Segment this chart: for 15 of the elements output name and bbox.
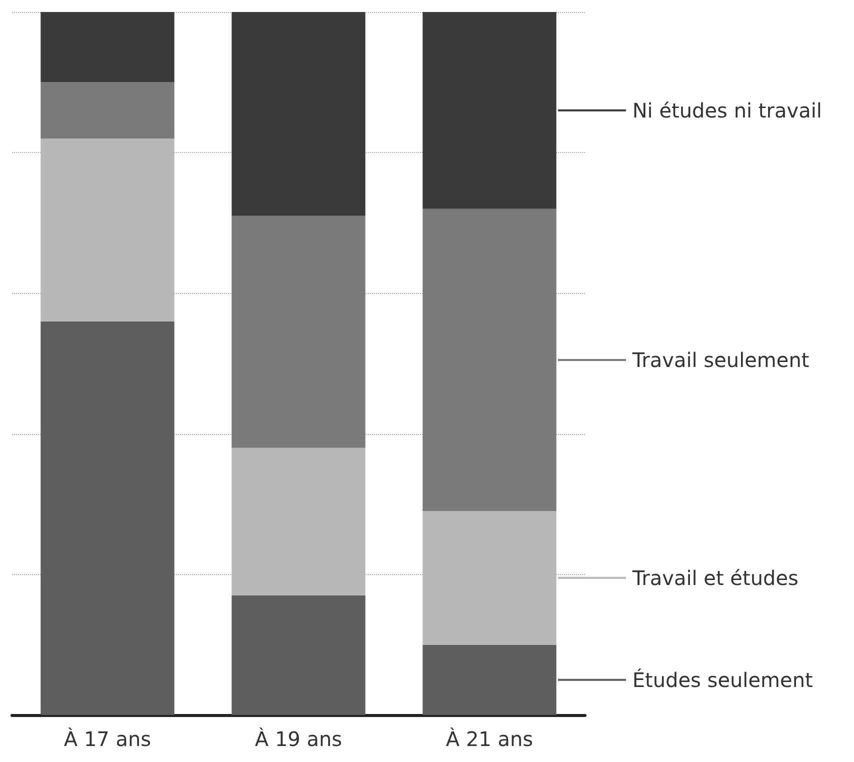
legend-label: Ni études ni travail xyxy=(632,98,822,122)
bar xyxy=(232,12,366,216)
legend-label: Travail seulement xyxy=(631,348,810,372)
bar xyxy=(232,448,366,596)
bar xyxy=(40,321,174,715)
legend-label: Études seulement xyxy=(632,668,814,692)
x-tick-label: À 19 ans xyxy=(254,727,342,751)
bar xyxy=(232,595,366,715)
bar xyxy=(232,216,366,448)
x-tick-label: À 21 ans xyxy=(446,727,534,751)
bar xyxy=(40,12,174,82)
bar xyxy=(40,138,174,322)
legend-label: Travail et études xyxy=(631,566,798,590)
bar xyxy=(40,82,174,139)
x-tick-label: À 17 ans xyxy=(64,727,152,751)
